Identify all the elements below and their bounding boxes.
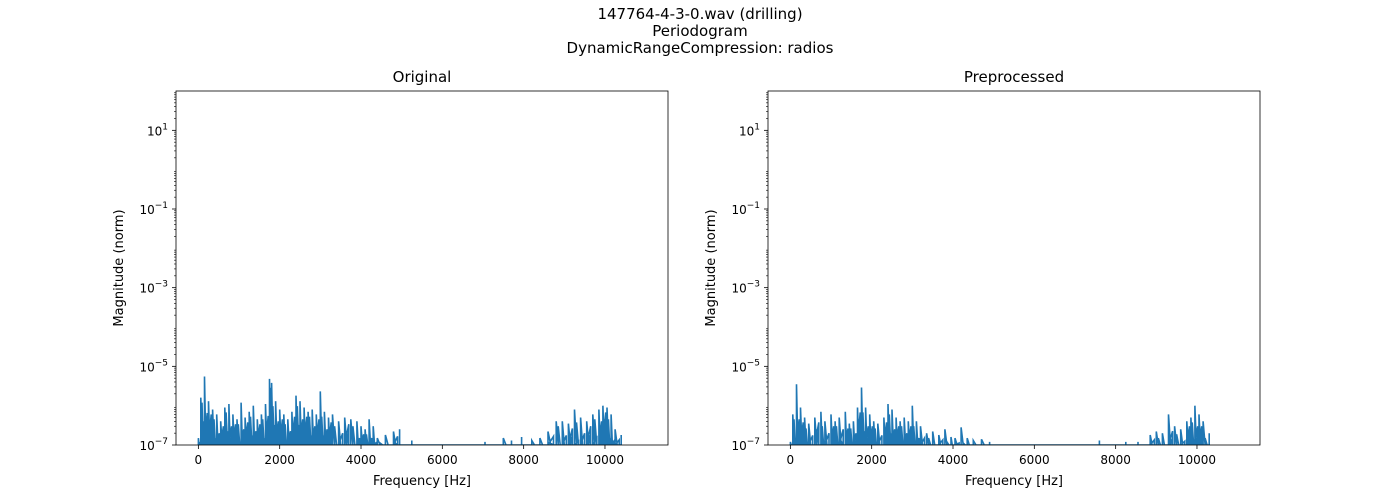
x-tick-label: 4000 — [346, 453, 377, 467]
subplot-title: Preprocessed — [964, 68, 1064, 86]
periodogram-series — [197, 376, 622, 445]
y-tick-label: 10−1 — [731, 201, 760, 217]
figure-title-line-3: DynamicRangeCompression: radios — [566, 39, 834, 57]
y-tick-label: 101 — [147, 122, 168, 138]
x-tick-label: 0 — [787, 453, 795, 467]
y-tick-label: 10−1 — [139, 201, 168, 217]
x-tick-label: 2000 — [264, 453, 295, 467]
subplot-title: Original — [393, 68, 452, 86]
x-tick-label: 8000 — [508, 453, 539, 467]
y-tick-label: 10−3 — [731, 280, 760, 296]
x-tick-label: 4000 — [938, 453, 969, 467]
x-axis-label: Frequency [Hz] — [965, 474, 1063, 489]
periodogram-series — [789, 384, 1210, 445]
x-tick-label: 2000 — [856, 453, 887, 467]
y-tick-label: 10−5 — [731, 358, 760, 374]
x-tick-label: 10000 — [586, 453, 624, 467]
subplot-1: Original 0 2000 4000 6000 8000 10000 10−7 10−5 10… — [112, 68, 669, 489]
y-tick-label: 10−5 — [139, 358, 168, 374]
figure-title: 147764-4-3-0.wav (drilling) Periodogram … — [0, 6, 1400, 57]
x-tick-label: 10000 — [1178, 453, 1216, 467]
x-axis-label: Frequency [Hz] — [373, 474, 471, 489]
y-tick-label: 10−7 — [139, 437, 168, 453]
y-axis-label: Magnitude (norm) — [112, 209, 127, 326]
y-tick-label: 10−7 — [731, 437, 760, 453]
x-tick-label: 6000 — [427, 453, 458, 467]
x-tick-label: 6000 — [1019, 453, 1050, 467]
axes-frame — [767, 90, 1261, 446]
x-tick-label: 8000 — [1100, 453, 1131, 467]
y-tick-label: 101 — [739, 122, 760, 138]
y-axis-label: Magnitude (norm) — [704, 209, 719, 326]
axes-frame — [175, 90, 669, 446]
x-tick-label: 0 — [195, 453, 203, 467]
figure-title-line-1: 147764-4-3-0.wav (drilling) — [597, 5, 803, 23]
y-tick-label: 10−3 — [139, 280, 168, 296]
figure-title-line-2: Periodogram — [652, 22, 748, 40]
subplot-2: Preprocessed 0 2000 4000 6000 8000 10000 10−7 10… — [704, 68, 1261, 489]
